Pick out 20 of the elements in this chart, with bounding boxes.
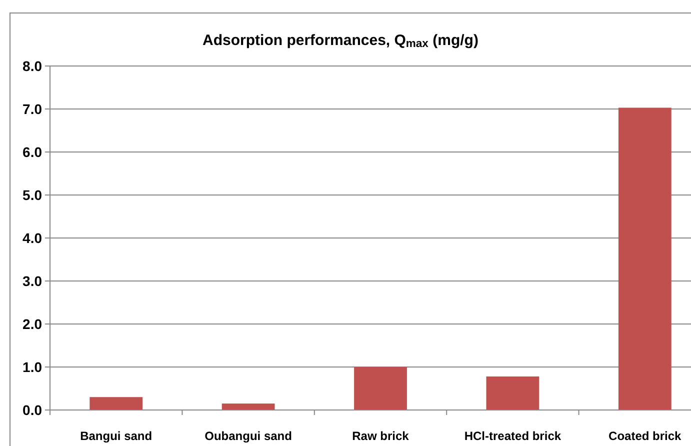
- y-tick-label: 5.0: [22, 186, 42, 203]
- y-tick-label: 8.0: [22, 58, 42, 74]
- y-tick-label: 4.0: [22, 230, 42, 246]
- x-tick-label: Bangui sand: [80, 429, 152, 443]
- bar: [486, 376, 540, 410]
- x-tick-label: Raw brick: [352, 429, 410, 443]
- y-tick-label: 0.0: [22, 402, 42, 418]
- bar: [90, 397, 143, 410]
- y-tick-label: 2.0: [22, 316, 42, 332]
- x-tick-label: Oubangui sand: [204, 429, 292, 443]
- y-tick-label: 6.0: [22, 144, 42, 160]
- y-tick-label: 3.0: [22, 272, 42, 289]
- bar: [618, 108, 672, 410]
- y-tick-label: 1.0: [22, 358, 42, 375]
- y-tick-label: 7.0: [22, 100, 42, 117]
- x-tick-label: HCl-treated brick: [464, 429, 562, 443]
- bar: [222, 404, 275, 410]
- chart-title: Adsorption performances, Q$_{max}$ (mg/g): [202, 32, 478, 50]
- bar: [354, 367, 407, 410]
- x-tick-label: Coated brick: [608, 429, 682, 443]
